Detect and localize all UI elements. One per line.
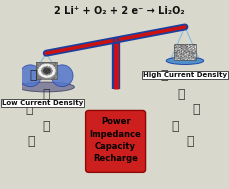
Circle shape (51, 65, 73, 87)
Text: 👍: 👍 (42, 88, 50, 101)
Text: 👎: 👎 (177, 88, 185, 101)
Ellipse shape (166, 57, 204, 64)
Text: 👍: 👍 (26, 103, 33, 116)
Text: 👎: 👎 (187, 135, 194, 148)
Ellipse shape (18, 82, 74, 92)
Text: Low Current Density: Low Current Density (2, 100, 83, 106)
Text: 👍: 👍 (42, 120, 50, 133)
Text: Power: Power (101, 117, 130, 126)
Text: Capacity: Capacity (95, 142, 136, 151)
Text: 👎: 👎 (29, 69, 37, 82)
Text: High Current Density: High Current Density (143, 72, 227, 78)
Text: 👍: 👍 (27, 135, 35, 148)
Text: Recharge: Recharge (93, 154, 138, 163)
FancyBboxPatch shape (86, 110, 146, 172)
Text: 👎: 👎 (172, 120, 179, 133)
Text: 2 Li⁺ + O₂ + 2 e⁻ → Li₂O₂: 2 Li⁺ + O₂ + 2 e⁻ → Li₂O₂ (54, 6, 185, 16)
FancyBboxPatch shape (114, 38, 118, 43)
Text: 👍: 👍 (192, 103, 200, 116)
Text: 👎: 👎 (161, 69, 168, 82)
Text: Impedance: Impedance (90, 130, 142, 139)
Circle shape (19, 65, 41, 87)
